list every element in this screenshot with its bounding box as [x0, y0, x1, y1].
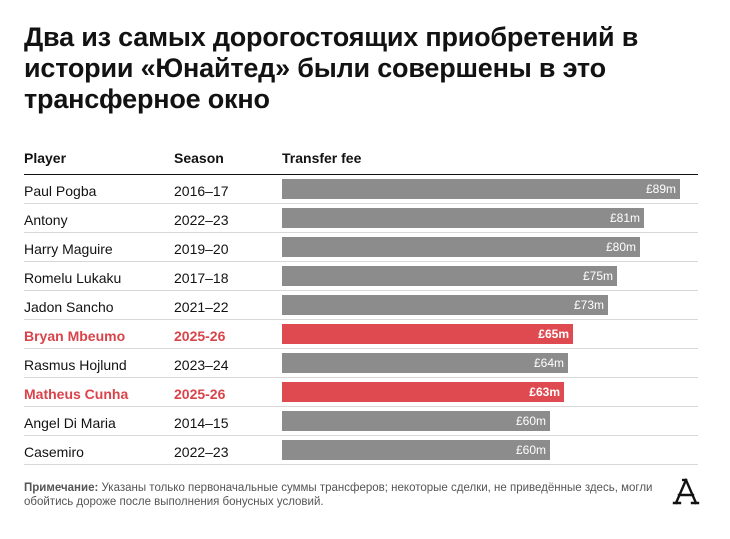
fee-bar: £60m: [282, 411, 550, 431]
footnote-label: Примечание:: [24, 482, 99, 494]
season: 2017–18: [174, 270, 229, 286]
player-name: Matheus Cunha: [24, 386, 129, 402]
player-name: Romelu Lukaku: [24, 270, 122, 286]
fee-bar: £63m: [282, 382, 564, 402]
fee-label: £60m: [515, 443, 546, 457]
header-divider: [24, 174, 698, 175]
fee-bar: £65m: [282, 324, 573, 344]
season: 2021–22: [174, 299, 229, 315]
fee-label: £75m: [582, 269, 613, 283]
table-row: Angel Di Maria 2014–15 £60m: [24, 407, 698, 436]
season: 2016–17: [174, 183, 229, 199]
season: 2025-26: [174, 328, 226, 344]
fee-bar: £60m: [282, 440, 550, 460]
season: 2025-26: [174, 386, 226, 402]
table-row: Bryan Mbeumo 2025-26 £65m: [24, 320, 698, 349]
table-row: Paul Pogba 2016–17 £89m: [24, 175, 698, 204]
fee-label: £89m: [645, 182, 676, 196]
season: 2019–20: [174, 241, 229, 257]
season: 2022–23: [174, 212, 229, 228]
chart-title: Два из самых дорогостоящих приобретений …: [24, 22, 639, 114]
table-row: Matheus Cunha 2025-26 £63m: [24, 378, 698, 407]
fee-bar: £89m: [282, 179, 680, 199]
table-row: Romelu Lukaku 2017–18 £75m: [24, 262, 698, 291]
table-row: Casemiro 2022–23 £60m: [24, 436, 698, 465]
fee-label: £60m: [515, 414, 546, 428]
player-name: Harry Maguire: [24, 241, 113, 257]
player-name: Angel Di Maria: [24, 415, 116, 431]
fee-label: £80m: [605, 240, 636, 254]
footnote-text: Указаны только первоначальные суммы тран…: [24, 482, 653, 508]
fee-bar: £64m: [282, 353, 568, 373]
season: 2014–15: [174, 415, 229, 431]
fee-label: £73m: [573, 298, 604, 312]
column-header-player: Player: [24, 150, 67, 166]
footnote: Примечание: Указаны только первоначальны…: [24, 481, 654, 509]
fee-bar: £81m: [282, 208, 644, 228]
player-name: Paul Pogba: [24, 183, 97, 199]
season: 2022–23: [174, 444, 229, 460]
fee-bar: £73m: [282, 295, 608, 315]
player-name: Jadon Sancho: [24, 299, 114, 315]
fee-label: £63m: [529, 385, 560, 399]
fee-label: £81m: [609, 211, 640, 225]
player-name: Bryan Mbeumo: [24, 328, 126, 344]
column-header-fee: Transfer fee: [282, 150, 362, 166]
fee-label: £64m: [533, 356, 564, 370]
fee-bar: £75m: [282, 266, 617, 286]
player-name: Casemiro: [24, 444, 84, 460]
table-row: Jadon Sancho 2021–22 £73m: [24, 291, 698, 320]
player-name: Rasmus Hojlund: [24, 357, 127, 373]
column-header-season: Season: [174, 150, 224, 166]
table-row: Harry Maguire 2019–20 £80m: [24, 233, 698, 262]
table-row: Rasmus Hojlund 2023–24 £64m: [24, 349, 698, 378]
fee-bar: £80m: [282, 237, 640, 257]
season: 2023–24: [174, 357, 229, 373]
player-name: Antony: [24, 212, 68, 228]
athletic-logo-icon: [672, 478, 700, 505]
table-row: Antony 2022–23 £81m: [24, 204, 698, 233]
fee-label: £65m: [538, 327, 569, 341]
